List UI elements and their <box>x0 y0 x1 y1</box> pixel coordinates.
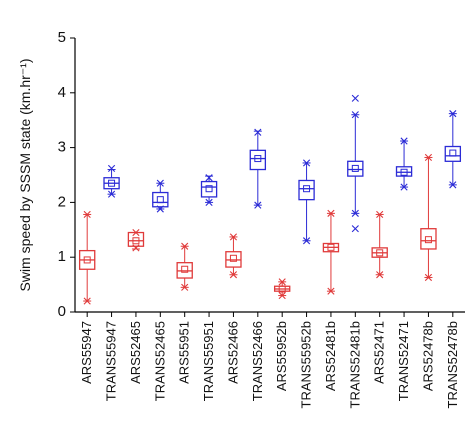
y-tick-label: 0 <box>58 303 66 320</box>
mean <box>181 265 189 273</box>
mean <box>327 243 335 251</box>
x-tick-label: ARS55951 <box>177 321 192 384</box>
extreme <box>132 244 140 252</box>
extreme <box>327 209 335 217</box>
extreme <box>424 273 433 282</box>
x-tick-label: TRANS55947 <box>104 321 119 401</box>
mean <box>205 185 213 193</box>
x-tick-label: TRANS52466 <box>250 321 265 401</box>
extreme <box>327 287 335 295</box>
extreme <box>107 164 116 173</box>
x-tick-label: ARS52478b <box>420 321 435 391</box>
box <box>200 180 218 198</box>
mean <box>229 254 237 262</box>
mean <box>351 164 359 172</box>
extreme <box>181 283 189 291</box>
mean <box>424 236 432 244</box>
extreme <box>351 94 359 102</box>
extreme <box>400 183 408 191</box>
extreme <box>132 228 140 237</box>
mean <box>278 285 286 293</box>
extreme <box>205 198 213 206</box>
extreme <box>449 110 457 118</box>
mean <box>254 155 262 163</box>
x-tick-label: ARS52465 <box>128 321 143 384</box>
x-tick-label: ARS55952b <box>274 321 289 391</box>
x-tick-label: TRANS52478b <box>445 321 460 408</box>
extreme <box>278 278 286 286</box>
x-tick-label: TRANS55951 <box>201 321 216 401</box>
mean <box>132 237 140 245</box>
box <box>444 145 462 162</box>
extreme <box>229 233 238 241</box>
x-tick-label: TRANS55952b <box>299 321 314 408</box>
extreme <box>351 209 359 217</box>
x-tick-label: ARS52471 <box>372 321 387 384</box>
x-tick-label: TRANS52471 <box>396 321 411 401</box>
extreme <box>181 242 189 250</box>
box <box>420 228 437 250</box>
extreme <box>278 291 286 300</box>
x-tick-label: ARS52481b <box>323 321 338 391</box>
y-tick-label: 4 <box>58 84 66 101</box>
extreme <box>376 271 384 279</box>
y-tick-label: 1 <box>58 248 66 265</box>
mean <box>303 185 311 193</box>
extreme <box>302 159 311 167</box>
mean <box>156 196 164 204</box>
extreme <box>302 237 311 245</box>
mean <box>449 149 457 157</box>
extreme <box>449 181 457 189</box>
y-tick-label: 2 <box>58 193 66 210</box>
box <box>298 179 315 201</box>
y-tick-label: 3 <box>58 139 66 156</box>
extreme <box>229 271 238 279</box>
extreme <box>400 137 408 145</box>
box <box>347 160 364 177</box>
y-tick-label: 5 <box>58 29 66 46</box>
extreme <box>83 297 91 305</box>
x-tick-label: ARS55947 <box>79 321 94 384</box>
x-tick-label: TRANS52465 <box>152 321 167 401</box>
x-tick-label: TRANS52481b <box>347 321 362 408</box>
extreme <box>254 128 262 136</box>
extreme <box>254 201 262 209</box>
extreme <box>156 205 164 213</box>
extreme <box>156 179 164 187</box>
extreme <box>351 225 359 233</box>
extreme <box>107 190 116 198</box>
extreme <box>424 153 433 162</box>
box <box>249 149 267 171</box>
x-tick-label: ARS52466 <box>225 321 240 384</box>
extreme <box>83 210 91 219</box>
mean <box>108 179 116 187</box>
mean <box>376 249 384 257</box>
y-axis-label: Swim speed by SSSM state (km.hr⁻¹) <box>17 58 33 291</box>
extreme <box>351 111 359 119</box>
mean <box>83 256 91 264</box>
box <box>152 191 169 208</box>
extreme <box>205 174 213 182</box>
mean <box>400 168 408 176</box>
extreme <box>376 210 384 219</box>
box <box>395 166 413 177</box>
